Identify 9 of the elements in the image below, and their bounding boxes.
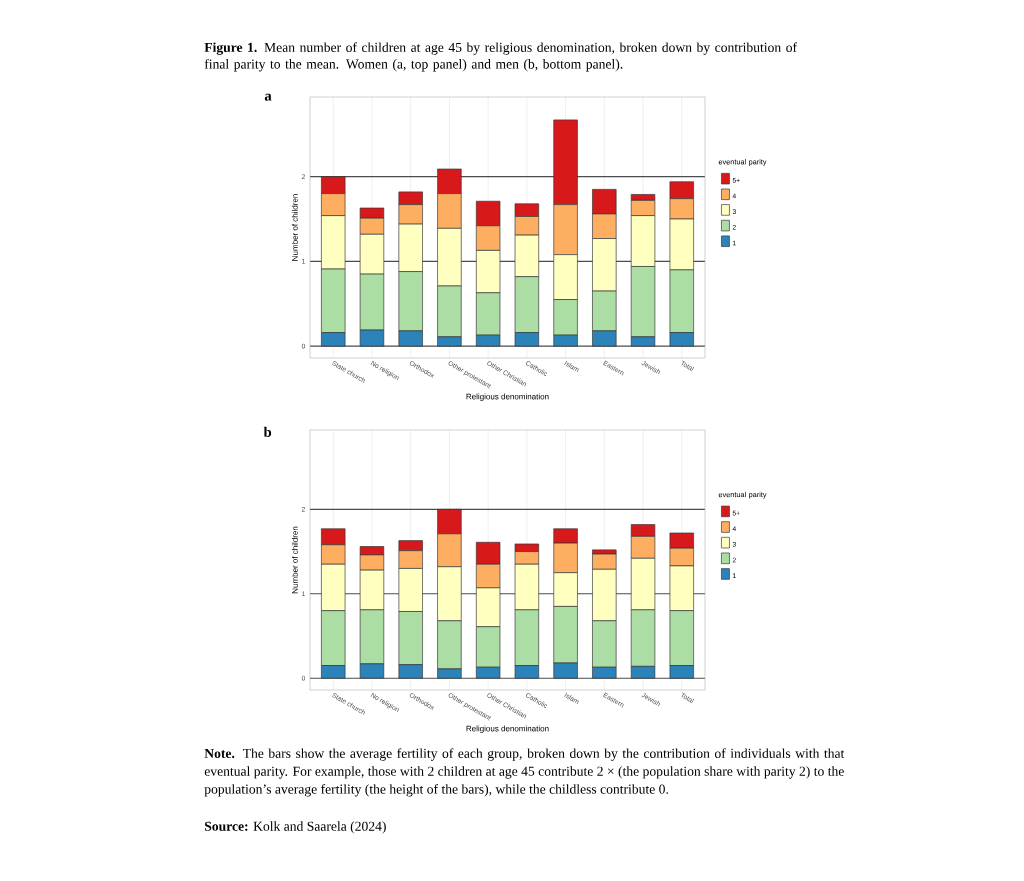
- text: Note. The bars show the average fertility of each group, broken down by the contribution of individuals with that eventual parity. For example, those with 2 children at age 45 contribute 2 × (the population share with parity 2) to the population’s average fertility (the height of the bars), while the childless contribute 0.: [204, 748, 845, 797]
- y-axis-title: Number of children: [291, 526, 298, 594]
- chart-title: b: [263, 426, 272, 438]
- text: Figure 1. Mean number of children at age 45 by religious denomination, broken down by contribution of final parity to the mean. Women (a, top panel) and men (b, bottom panel).: [204, 42, 798, 72]
- chart-title: a: [264, 93, 272, 101]
- y-axis-title: Number of children: [291, 194, 298, 261]
- x-axis-title: Religious denomination: [466, 725, 549, 733]
- x-axis-title: Religious denomination: [466, 393, 549, 401]
- text: Source: Kolk and Saarela (2024): [205, 821, 386, 834]
